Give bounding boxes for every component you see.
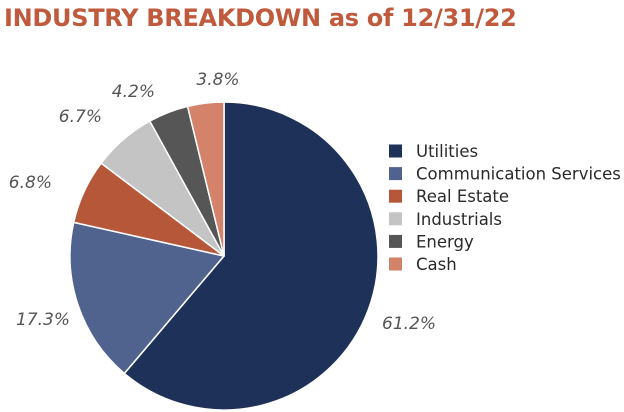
pie-label-communication-services: 17.3% <box>16 310 70 330</box>
legend-swatch-energy <box>389 234 402 248</box>
pie-label-utilities: 61.2% <box>382 314 436 334</box>
pie-labels: 61.2% 17.3% 6.8% 6.7% 4.2% 3.8% <box>9 70 436 334</box>
pie-slice-cash <box>186 101 225 257</box>
pie-label-energy: 4.2% <box>112 82 155 102</box>
legend-swatch-communication-services <box>389 167 402 181</box>
legend: Utilities Communication Services Real Esta… <box>389 142 621 274</box>
legend-label-energy: Energy <box>416 232 474 251</box>
legend-swatch-industrials <box>389 212 402 226</box>
pie-slices <box>69 101 379 411</box>
legend-swatch-cash <box>389 257 402 271</box>
chart-title: INDUSTRY BREAKDOWN as of 12/31/22 <box>4 4 517 32</box>
pie-label-cash: 3.8% <box>196 70 239 90</box>
legend-label-utilities: Utilities <box>416 142 478 161</box>
pie-slice-utilities <box>123 101 379 411</box>
pie-label-industrials: 6.7% <box>59 107 102 127</box>
pie-label-real-estate: 6.8% <box>9 173 52 193</box>
legend-label-industrials: Industrials <box>416 210 502 229</box>
legend-label-real-estate: Real Estate <box>416 187 509 206</box>
legend-label-cash: Cash <box>416 255 457 274</box>
legend-swatch-utilities <box>389 144 402 158</box>
pie-slice-communication-services <box>69 221 225 375</box>
legend-label-communication-services: Communication Services <box>416 165 621 184</box>
legend-swatch-real-estate <box>389 189 402 203</box>
